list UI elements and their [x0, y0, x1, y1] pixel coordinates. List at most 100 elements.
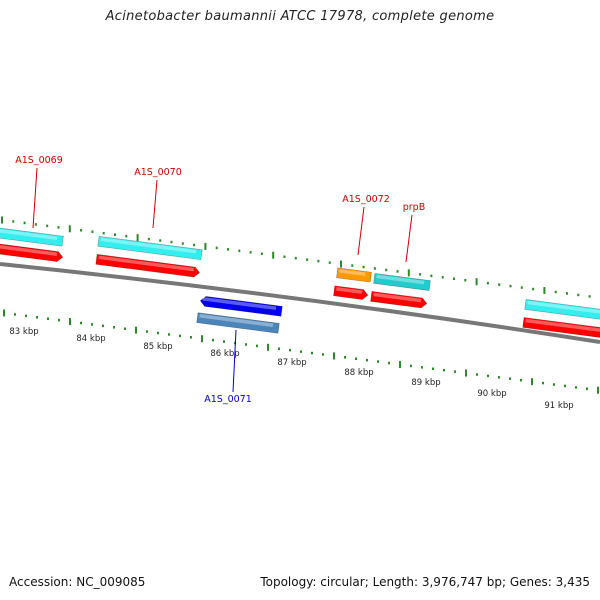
gene-a1s-0069: [0, 227, 64, 247]
outer-tick: [385, 268, 388, 272]
inner-tick: [201, 335, 203, 343]
inner-tick: [366, 358, 368, 362]
callout-line: [152, 179, 158, 229]
scale-label: 89 kbp: [411, 378, 440, 388]
inner-tick: [399, 360, 401, 368]
inner-tick: [432, 367, 434, 371]
outer-tick: [419, 273, 422, 276]
outer-tick: [328, 261, 331, 264]
inner-tick: [267, 343, 269, 351]
accession-info: Accession: NC_009085: [9, 575, 145, 589]
gene-label: A1S_0071: [204, 394, 252, 405]
inner-tick: [36, 316, 38, 319]
inner-tick: [25, 314, 27, 318]
inner-tick: [58, 318, 60, 322]
inner-tick: [531, 378, 533, 386]
outer-tick: [306, 258, 309, 261]
outer-tick: [204, 242, 207, 250]
outer-tick: [441, 276, 444, 279]
inner-tick: [443, 368, 445, 372]
length-label: Length:: [372, 575, 419, 589]
outer-tick: [509, 284, 512, 288]
outer-tick: [453, 277, 455, 281]
topology-label: Topology:: [260, 575, 317, 589]
outer-tick: [317, 259, 320, 263]
scale-label: 91 kbp: [544, 401, 573, 411]
outer-tick: [351, 264, 354, 267]
scale-label: 88 kbp: [344, 368, 373, 378]
inner-tick: [102, 324, 104, 328]
inner-tick: [146, 330, 148, 333]
cds-a1s-0071: [199, 296, 283, 317]
inner-tick: [454, 370, 456, 373]
inner-tick: [586, 387, 588, 391]
outer-tick: [227, 248, 229, 251]
genes-label: Genes:: [509, 575, 552, 589]
inner-tick: [498, 376, 500, 379]
outer-tick: [249, 251, 252, 254]
outer-tick: [532, 287, 535, 291]
outer-tick: [57, 226, 60, 229]
gene-a1s-0071: [196, 312, 280, 334]
length-value: 3,976,747 bp: [421, 575, 502, 589]
inner-tick: [542, 381, 544, 385]
inner-tick: [410, 364, 412, 368]
inner-tick: [135, 326, 137, 334]
outer-tick: [543, 287, 546, 295]
cds-prpb: [370, 291, 428, 309]
outer-tick: [215, 246, 218, 250]
outer-tick: [577, 293, 580, 297]
scale-label: 90 kbp: [477, 389, 506, 399]
inner-tick: [333, 352, 335, 360]
inner-tick: [113, 326, 115, 329]
outer-tick: [283, 255, 286, 258]
outer-tick: [362, 265, 365, 269]
outer-tick: [23, 221, 26, 225]
cds-edge: [522, 317, 600, 339]
outer-tick: [125, 234, 128, 238]
outer-tick: [554, 290, 557, 294]
outer-tick: [294, 256, 297, 260]
cds-a1s-0069: [0, 243, 64, 262]
callout-line: [232, 329, 237, 393]
inner-tick: [575, 386, 577, 389]
inner-tick: [157, 331, 159, 335]
scale-label: 87 kbp: [277, 358, 306, 368]
accession-value: NC_009085: [76, 575, 146, 589]
inner-tick: [190, 336, 192, 339]
feature-track: [0, 227, 600, 339]
scale-label: 84 kbp: [76, 334, 105, 344]
outer-tick: [520, 286, 523, 289]
scale-label: 83 kbp: [9, 327, 38, 337]
gene-prpb: [373, 273, 431, 291]
outer-tick: [260, 252, 263, 256]
inner-tick: [355, 357, 357, 361]
topology-value: circular: [320, 575, 365, 589]
callout-line: [32, 167, 38, 229]
outer-tick: [193, 243, 196, 247]
inner-tick: [124, 327, 126, 330]
inner-tick: [3, 309, 5, 317]
inner-tick: [344, 356, 346, 359]
inner-tick: [553, 383, 555, 386]
genome-backbone: [0, 262, 600, 344]
scale-labels: 83 kbp 84 kbp 85 kbp 86 kbp 87 kbp 88 kbp 89 k…: [9, 327, 573, 411]
cds-a1s-0072: [333, 285, 369, 300]
map-title: Acinetobacter baumannii ATCC 17978, comp…: [105, 9, 495, 24]
outer-tick: [340, 260, 342, 268]
outer-tick: [396, 270, 399, 273]
inner-tick: [597, 386, 599, 394]
inner-tick: [388, 361, 390, 365]
outer-tick: [80, 229, 83, 232]
inner-tick: [311, 351, 313, 355]
inner-tick: [421, 366, 423, 369]
inner-tick: [212, 338, 214, 342]
gene-callouts: A1S_0069 A1S_0070 A1S_0071 A1S_0072 prpB: [15, 155, 425, 405]
gene-edge: [524, 299, 600, 321]
gene-label: A1S_0070: [134, 167, 182, 178]
gene-a1s-0072: [336, 267, 372, 283]
inner-tick: [520, 378, 522, 382]
outer-tick: [588, 295, 591, 298]
outer-tick: [46, 224, 49, 228]
gene-label: A1S_0069: [15, 155, 63, 166]
